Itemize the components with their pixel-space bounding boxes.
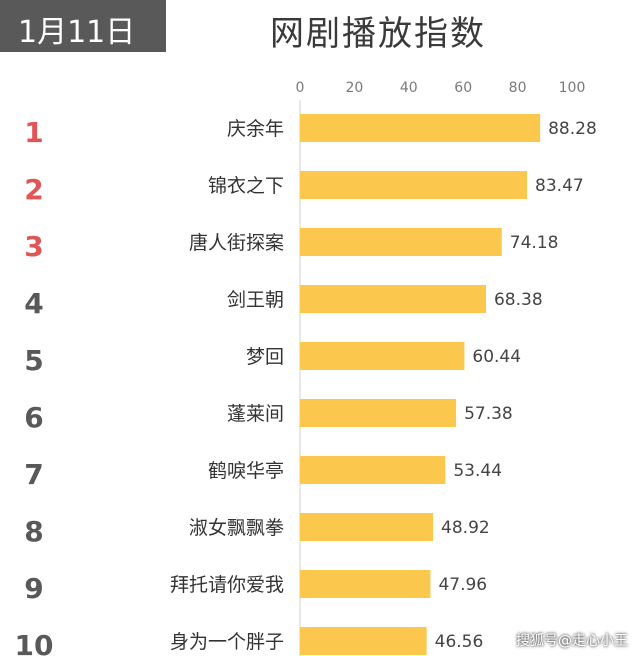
- rank-number-9: 9: [24, 572, 43, 605]
- category-label-5: 梦回: [246, 346, 284, 368]
- rank-number-1: 1: [24, 116, 43, 149]
- x-tick-label-20: 20: [345, 80, 363, 96]
- category-label-9: 拜托请你爱我: [170, 574, 284, 596]
- category-label-6: 蓬莱间: [227, 403, 284, 425]
- value-label-6: 57.38: [464, 404, 513, 424]
- category-label-10: 身为一个胖子: [170, 631, 284, 653]
- rank-number-7: 7: [24, 458, 43, 491]
- x-tick-label-60: 60: [454, 80, 472, 96]
- category-label-8: 淑女飘飘拳: [189, 517, 284, 539]
- value-label-1: 88.28: [548, 119, 597, 139]
- date-label: 1月11日: [18, 15, 136, 50]
- bar-8: [300, 513, 434, 541]
- category-label-7: 鹤唳华亭: [208, 460, 284, 482]
- chart-title: 网剧播放指数: [270, 14, 486, 54]
- category-label-3: 唐人街探案: [189, 232, 284, 254]
- value-label-4: 68.38: [494, 290, 543, 310]
- bar-10: [300, 627, 427, 655]
- x-tick-label-80: 80: [509, 80, 527, 96]
- date-badge: 1月11日: [0, 0, 166, 52]
- value-label-10: 46.56: [435, 632, 484, 652]
- bar-2: [300, 171, 528, 199]
- value-label-7: 53.44: [453, 461, 502, 481]
- rank-number-3: 3: [24, 230, 43, 263]
- rank-number-5: 5: [24, 344, 43, 377]
- rank-number-6: 6: [24, 401, 43, 434]
- bar-9: [300, 570, 431, 598]
- x-tick-label-40: 40: [400, 80, 418, 96]
- category-label-1: 庆余年: [227, 118, 284, 140]
- value-label-5: 60.44: [472, 347, 521, 367]
- rank-number-10: 10: [15, 629, 54, 656]
- category-label-2: 锦衣之下: [208, 175, 284, 197]
- bar-7: [300, 456, 446, 484]
- rank-number-4: 4: [24, 287, 43, 320]
- value-label-9: 47.96: [438, 575, 487, 595]
- bar-6: [300, 399, 457, 427]
- x-tick-label-0: 0: [296, 80, 305, 96]
- bar-3: [300, 228, 502, 256]
- x-tick-label-100: 100: [559, 80, 586, 96]
- bar-4: [300, 285, 486, 313]
- bar-5: [300, 342, 465, 370]
- value-label-3: 74.18: [510, 233, 559, 253]
- category-label-4: 剑王朝: [227, 289, 284, 311]
- rank-number-2: 2: [24, 173, 43, 206]
- watermark: 搜狐号@走心小王: [516, 633, 628, 649]
- value-label-2: 83.47: [535, 176, 584, 196]
- bar-1: [300, 114, 541, 142]
- value-label-8: 48.92: [441, 518, 490, 538]
- rank-number-8: 8: [24, 515, 43, 548]
